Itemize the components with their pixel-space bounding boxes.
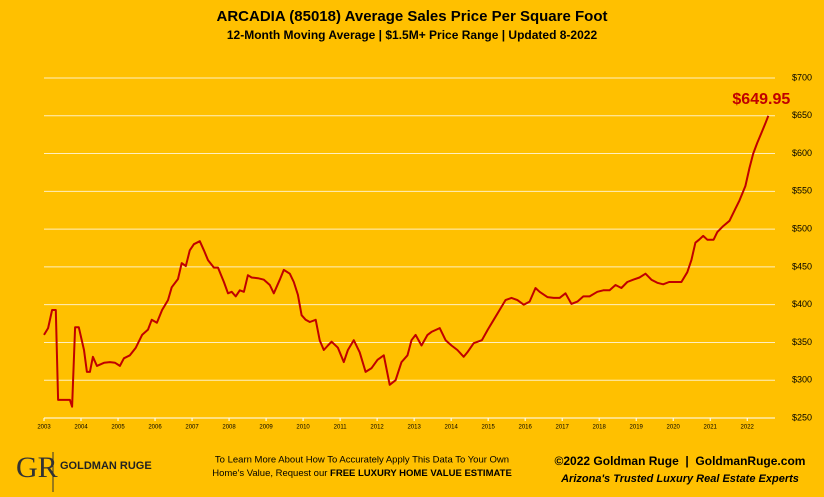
cta-text: Home's Value, Request our	[212, 468, 330, 479]
x-tick-label: 2019	[630, 425, 644, 431]
x-tick-label: 2008	[222, 425, 236, 431]
y-tick-label: $500	[792, 223, 812, 233]
x-tick-label: 2018	[593, 425, 607, 431]
x-tick-label: 2013	[407, 425, 421, 431]
y-tick-label: $600	[792, 148, 812, 158]
x-tick-label: 2012	[370, 425, 384, 431]
x-tick-label: 2003	[37, 425, 51, 431]
y-tick-label: $300	[792, 375, 812, 385]
x-tick-label: 2020	[667, 425, 681, 431]
x-tick-label: 2014	[444, 425, 458, 431]
y-tick-label: $550	[792, 186, 812, 196]
x-tick-label: 2017	[555, 425, 569, 431]
chart-subtitle: 12-Month Moving Average | $1.5M+ Price R…	[227, 28, 598, 42]
chart-title: ARCADIA (85018) Average Sales Price Per …	[217, 8, 608, 25]
x-tick-label: 2022	[741, 425, 755, 431]
y-tick-label: $250	[792, 412, 812, 422]
tagline: Arizona's Trusted Luxury Real Estate Exp…	[560, 473, 799, 485]
x-tick-label: 2016	[518, 425, 532, 431]
x-tick-label: 2010	[296, 425, 310, 431]
cta-bold: FREE LUXURY HOME VALUE ESTIMATE	[330, 468, 512, 479]
x-tick-label: 2009	[259, 425, 273, 431]
y-tick-label: $350	[792, 337, 812, 347]
x-tick-label: 2006	[148, 425, 162, 431]
footer: GR GOLDMAN RUGE To Learn More About How …	[16, 451, 805, 492]
cta-line: Home's Value, Request our FREE LUXURY HO…	[212, 468, 512, 479]
x-tick-label: 2011	[334, 425, 348, 431]
cta-line: To Learn More About How To Accurately Ap…	[215, 455, 509, 466]
y-tick-label: $700	[792, 72, 812, 82]
y-tick-label: $650	[792, 110, 812, 120]
x-tick-label: 2007	[185, 425, 199, 431]
logo-initials: GR	[16, 451, 58, 484]
x-tick-label: 2021	[704, 425, 718, 431]
x-tick-label: 2005	[111, 425, 125, 431]
logo-name: GOLDMAN RUGE	[60, 460, 152, 472]
annotation: $649.95	[732, 91, 790, 108]
y-tick-label: $400	[792, 299, 812, 309]
copyright: ©2022 Goldman Ruge | GoldmanRuge.com	[555, 454, 806, 468]
x-tick-label: 2004	[74, 425, 88, 431]
series-line	[43, 115, 770, 408]
x-tick-label: 2015	[481, 425, 495, 431]
y-tick-label: $450	[792, 261, 812, 271]
